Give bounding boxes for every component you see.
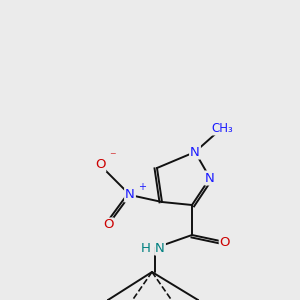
Text: ⁻: ⁻ (109, 150, 116, 163)
Text: O: O (95, 158, 105, 172)
Text: N: N (190, 146, 200, 158)
Text: O: O (220, 236, 230, 248)
Text: O: O (103, 218, 113, 232)
Text: H: H (141, 242, 151, 254)
Text: +: + (138, 182, 146, 192)
Text: N: N (125, 188, 135, 202)
Text: N: N (155, 242, 165, 254)
Text: CH₃: CH₃ (211, 122, 233, 134)
Text: N: N (205, 172, 215, 184)
